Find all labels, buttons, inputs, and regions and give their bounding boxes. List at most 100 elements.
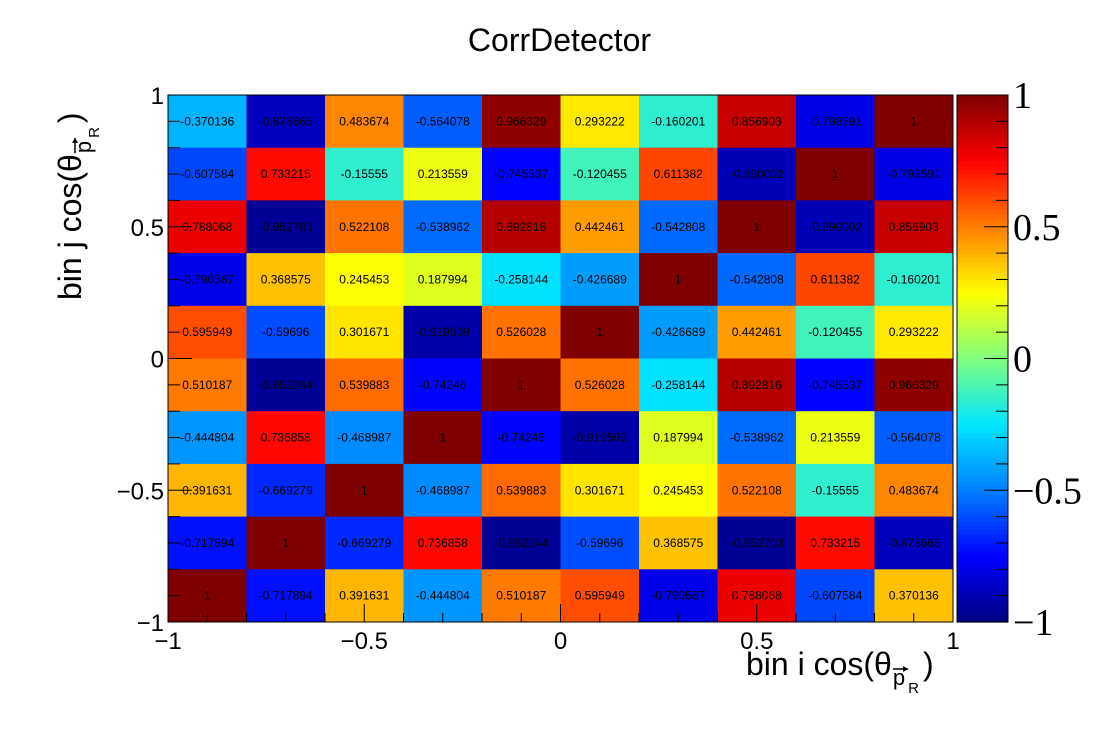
cell-value-label: -0.890002 [730,167,784,181]
cell-value-label: -0.15555 [812,483,860,497]
cell-value-label: 0.301671 [575,483,625,497]
heatmap-cell [639,516,718,570]
heatmap-cell [639,95,718,149]
cell-value-label: 1 [282,536,289,550]
palette-band [957,494,1008,500]
cell-value-label: 1 [361,483,368,497]
cell-value-label: -0.790567 [180,272,234,286]
heatmap-cell [560,516,640,570]
heatmap-cell [639,147,718,201]
cell-value-label: 0.391631 [339,589,389,603]
palette-band [957,371,1008,377]
heatmap-cell [168,411,247,465]
palette-band [957,406,1008,412]
cell-value-label: -0.607584 [808,589,862,603]
palette-band [957,424,1008,430]
palette-band [957,529,1008,535]
palette-band [957,485,1008,491]
palette-band [957,187,1008,193]
palette-band [957,393,1008,399]
cell-value-label: -0.426689 [651,325,705,339]
palette-band [957,613,1008,619]
cell-value-label: 0.213559 [418,167,468,181]
cell-value-label: 0.301671 [339,325,389,339]
heatmap-cell [639,253,718,307]
palette-band [957,266,1008,272]
heatmap-cell [168,516,247,570]
palette-band [957,323,1008,329]
cell-value-label: 0.595949 [182,325,232,339]
heatmap-cell [717,305,797,359]
cell-value-label: 0.245453 [339,272,389,286]
heatmap-cell [560,411,640,465]
palette-band [957,340,1008,346]
palette-band [957,125,1008,131]
heatmap-cell [325,200,404,254]
heatmap-cell [168,95,247,149]
heatmap-cell [796,516,875,570]
palette-band [957,595,1008,601]
palette-band [957,512,1008,518]
heatmap-cell [639,200,718,254]
cell-value-label: 1 [204,589,211,603]
cell-value-label: 0.856903 [732,114,782,128]
palette-band [957,477,1008,483]
palette-band [957,231,1008,237]
palette-band [957,547,1008,553]
cell-value-label: -0.919509 [573,431,627,445]
heatmap-cell [482,200,561,254]
heatmap-cell [874,411,954,465]
palette-band [957,398,1008,404]
palette-band [957,248,1008,254]
cell-value-label: 1 [675,272,682,286]
heatmap-cell [482,147,561,201]
palette-band [957,112,1008,118]
heatmap-cell [796,253,875,307]
heatmap-cell [874,305,954,359]
heatmap-cell [796,95,875,149]
cell-value-label: 0.736858 [418,536,468,550]
heatmap-cell-labels: -0.370136 -0.878665 0.483674 -0.564078 0.966… [180,114,941,602]
cell-value-label: 0.293222 [575,114,625,128]
x-tick-label: 0 [554,628,567,655]
palette-band [957,288,1008,294]
palette-band [957,270,1008,276]
y-tick-label: 0 [151,347,164,374]
heatmap-cell [403,305,483,359]
palette-band [957,95,1008,100]
palette-band [957,582,1008,588]
cell-value-label: -0.258144 [494,272,548,286]
heatmap-cell [246,358,326,412]
palette-band [957,235,1008,241]
cell-value-label: -0.669279 [259,483,313,497]
palette-band [957,174,1008,180]
cell-value-label: -0.59696 [576,536,624,550]
cell-value-label: 0.370136 [889,589,939,603]
heatmap-cell [560,358,640,412]
cell-value-label: -0.15555 [341,167,389,181]
cell-value-label: -0.878665 [887,536,941,550]
heatmap-cell [482,463,561,518]
color-palette [956,94,1009,623]
heatmap-cell [639,411,718,465]
heatmap-cell [717,200,797,254]
palette-band [957,551,1008,557]
heatmap-cell [639,358,718,412]
palette-band [957,428,1008,434]
heatmap-cell [246,147,326,201]
cell-value-label: -0.59696 [262,325,310,339]
z-tick-label: 0.5 [1013,207,1061,249]
heatmap-cell [717,411,797,465]
heatmap-cell [639,305,718,359]
heatmap-cell [246,411,326,465]
y-tick-label: 1 [151,83,164,110]
palette-band [957,310,1008,316]
palette-band [957,604,1008,610]
heatmap-cell [874,516,954,570]
palette-band [957,450,1008,456]
cell-value-label: 0.245453 [653,483,703,497]
cell-value-label: 0.510187 [496,589,546,603]
heatmap-cell [168,253,247,307]
x-tick-label: 0.5 [740,628,773,655]
z-tick-label: 0 [1013,339,1032,381]
